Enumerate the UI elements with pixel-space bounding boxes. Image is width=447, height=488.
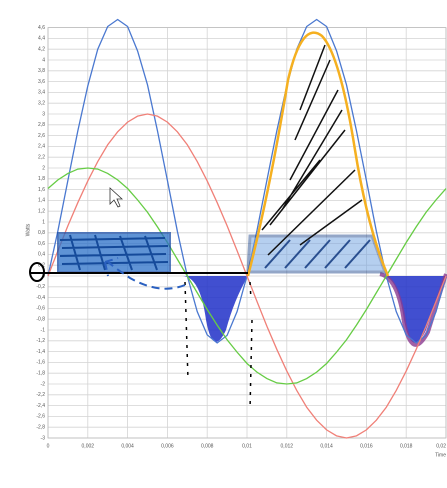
filled-dip xyxy=(182,276,248,342)
y-tick-label: -2 xyxy=(41,381,46,387)
y-tick-label: -0,8 xyxy=(36,317,45,323)
y-tick-label: 1 xyxy=(42,219,45,225)
y-tick-label: -2,2 xyxy=(36,392,45,398)
y-tick-label: 3,8 xyxy=(38,68,45,74)
hatch-lines xyxy=(59,234,169,271)
y-tick-label: -2,8 xyxy=(36,425,45,431)
x-tick-label: 0,016 xyxy=(360,443,373,449)
y-tick-label: -1,2 xyxy=(36,338,45,344)
y-tick-label: 2 xyxy=(42,165,45,171)
y-tick-label: 2,6 xyxy=(38,133,45,139)
y-tick-label: -2,6 xyxy=(36,414,45,420)
y-tick-label: 4,2 xyxy=(38,47,45,53)
x-tick-label: 0,014 xyxy=(320,443,333,449)
y-tick-label: -0,6 xyxy=(36,306,45,312)
y-tick-label: 2,4 xyxy=(38,144,45,150)
annotations xyxy=(182,272,447,347)
y-tick-label: -0,4 xyxy=(36,295,45,301)
y-tick-label: 3,2 xyxy=(38,101,45,107)
y-tick-label: 1,2 xyxy=(38,209,45,215)
y-tick-label: -1,6 xyxy=(36,360,45,366)
grid: -3 -2,8 -2,6 -2,4 -2,2 -2 -1,8 -1,6 -1,4 -1,2 -1 -0… xyxy=(36,25,447,449)
plot-frame xyxy=(47,27,447,439)
y-tick-label: 3,4 xyxy=(38,90,45,96)
y-tick-label: 3 xyxy=(42,111,45,117)
y-tick-label: 1,6 xyxy=(38,187,45,193)
cursor xyxy=(109,187,124,208)
y-tick-label: 0,8 xyxy=(38,230,45,236)
annotations xyxy=(29,31,390,411)
series-line xyxy=(47,167,447,385)
y-tick-label: -1,8 xyxy=(36,371,45,377)
hatch-lines xyxy=(264,239,371,269)
y-tick-label: 0,4 xyxy=(38,252,45,258)
y-tick-label: 2,2 xyxy=(38,155,45,161)
y-axis-label: Watts xyxy=(25,223,31,236)
y-tick-label: 0,6 xyxy=(38,241,45,247)
y-tick-label: 4,6 xyxy=(38,25,45,31)
black-hatch xyxy=(261,44,363,256)
x-tick-label: 0,006 xyxy=(161,443,174,449)
x-tick-label: 0,012 xyxy=(281,443,294,449)
x-tick-label: 0 xyxy=(47,443,50,449)
orange-outline xyxy=(246,31,390,277)
circle-mark xyxy=(29,262,45,282)
x-tick-label: 0,01 xyxy=(242,443,252,449)
y-tick-label: 4,4 xyxy=(38,36,45,42)
x-axis-label: Time xyxy=(435,452,446,458)
y-tick-label: -2,4 xyxy=(36,403,45,409)
y-tick-label: 2,8 xyxy=(38,122,45,128)
y-tick-label: 1,8 xyxy=(38,176,45,182)
x-tick-label: 0,008 xyxy=(201,443,214,449)
y-tick-label: 4 xyxy=(42,57,45,63)
x-tick-label: 0,002 xyxy=(82,443,95,449)
plot xyxy=(47,18,447,439)
dotted-line xyxy=(184,281,253,411)
x-tick-label: 0,018 xyxy=(400,443,413,449)
y-tick-label: -3 xyxy=(41,435,46,441)
y-tick-label: -1 xyxy=(41,327,46,333)
x-tick-label: 0,004 xyxy=(121,443,134,449)
series-line xyxy=(47,113,447,439)
y-tick-label: 3,6 xyxy=(38,79,45,85)
y-tick-label: -1,4 xyxy=(36,349,45,355)
purple-outline xyxy=(379,272,447,347)
y-tick-label: 1,4 xyxy=(38,198,45,204)
y-tick-label: -0,2 xyxy=(36,284,45,290)
x-tick-label: 0,02 xyxy=(436,443,446,449)
arrow xyxy=(104,257,186,290)
